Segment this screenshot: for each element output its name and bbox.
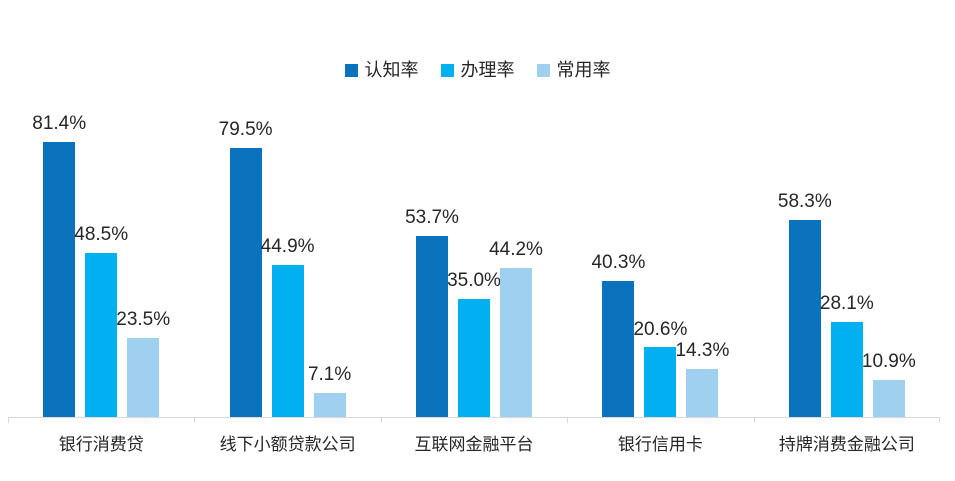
bar-value-label: 79.5% [218,119,273,141]
legend-label-awareness-rate: 认知率 [364,60,419,80]
bar: 10.9% [862,351,916,417]
plot-area: 81.4% 48.5% 23.5% 79.5% 44.9% 7.1% 53.7% 35.0% 4… [8,79,940,423]
bar: 20.6% [633,319,687,417]
bar-value-label: 20.6% [633,318,688,340]
bar-value-label: 10.9% [861,351,916,373]
bar: 40.3% [591,252,645,417]
bar: 53.7% [405,207,459,417]
legend-item-handling-rate: 办理率 [440,60,515,80]
bar-value-label: 81.4% [32,113,87,135]
bar-value-label: 35.0% [447,269,501,291]
legend-swatch-frequent-use-rate [536,63,550,77]
bar-value-label: 7.1% [307,364,352,386]
bar: 44.9% [261,236,315,417]
category-group: 40.3% 20.6% 14.3% [567,79,753,417]
bar-value-label: 40.3% [591,251,646,273]
legend-item-frequent-use-rate: 常用率 [536,60,611,80]
legend-swatch-handling-rate [440,63,454,77]
axis-tick [194,417,196,423]
category-group: 53.7% 35.0% 44.2% [381,79,567,417]
axis-tick [567,417,569,423]
bar: 7.1% [308,364,351,417]
bar: 81.4% [32,113,86,417]
bar-value-label: 53.7% [405,206,459,228]
category-group: 79.5% 44.9% 7.1% [194,79,380,417]
category-axis-labels: 银行消费贷 线下小额贷款公司 互联网金融平台 银行信用卡 持牌消费金融公司 [8,430,940,455]
bar: 23.5% [116,309,170,417]
bar: 58.3% [778,191,832,417]
bar: 35.0% [447,270,501,417]
bar: 79.5% [219,120,273,417]
legend: 认知率 办理率 常用率 [0,61,955,79]
category-label: 银行消费贷 [58,435,144,454]
bar: 44.2% [489,239,543,417]
legend-swatch-awareness-rate [344,63,358,77]
category-label: 银行信用卡 [617,435,703,454]
bar-value-label: 44.2% [489,238,543,260]
category-group: 58.3% 28.1% 10.9% [754,79,940,417]
axis-tick [380,417,382,423]
bar-value-label: 48.5% [74,224,129,246]
bar-value-label: 23.5% [116,308,171,330]
bar: 14.3% [675,340,729,417]
category-label: 互联网金融平台 [414,435,534,454]
bar-value-label: 44.9% [260,236,315,258]
bar-value-label: 58.3% [777,191,832,213]
bar: 28.1% [820,293,874,417]
axis-tick [753,417,755,423]
category-group: 81.4% 48.5% 23.5% [8,79,194,417]
category-label: 线下小额贷款公司 [219,435,356,454]
legend-label-frequent-use-rate: 常用率 [556,60,611,80]
bar: 48.5% [74,224,128,417]
axis-tick [939,417,940,423]
bar-value-label: 14.3% [675,339,730,361]
axis-tick [8,417,9,423]
legend-label-handling-rate: 办理率 [460,60,515,80]
category-label: 持牌消费金融公司 [778,435,915,454]
bar-value-label: 28.1% [819,293,874,315]
legend-item-awareness-rate: 认知率 [344,60,419,80]
